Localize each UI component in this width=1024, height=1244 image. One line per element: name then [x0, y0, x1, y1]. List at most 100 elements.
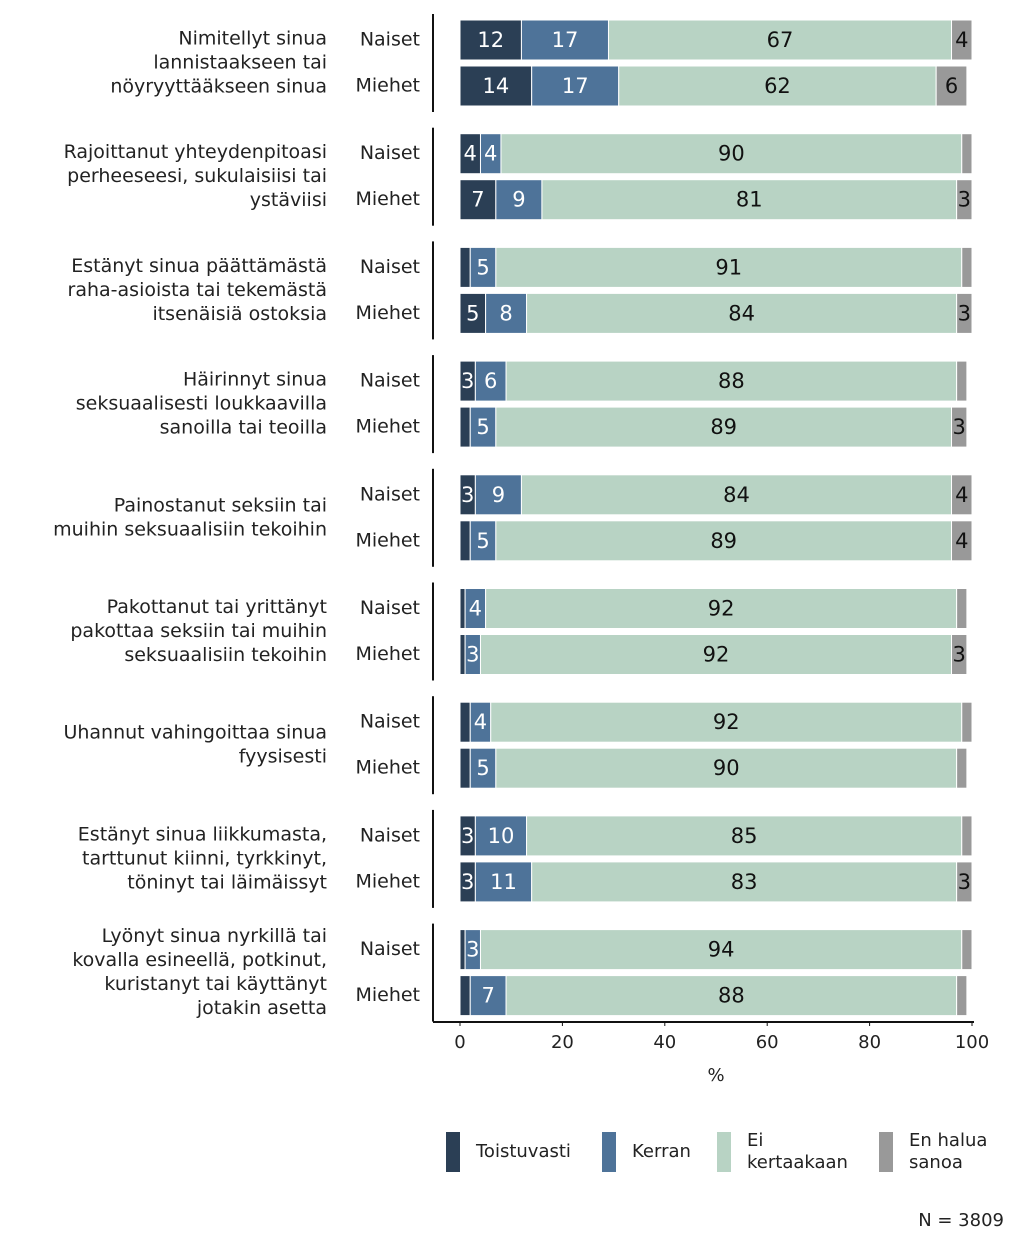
bar-segment: [951, 474, 973, 516]
data-label: 17: [552, 28, 579, 52]
data-label: 14: [482, 74, 509, 98]
group-label: ystäviisi: [250, 189, 327, 211]
bar-segment: [520, 19, 609, 61]
row-label: Naiset: [360, 142, 420, 164]
data-label: 10: [488, 824, 515, 848]
data-label: 3: [461, 824, 474, 848]
bar-segment: [951, 634, 968, 675]
bar-segment: [956, 975, 968, 1017]
bar-segment: [469, 975, 507, 1017]
group-label: kovalla esineellä, potkinut,: [72, 949, 327, 971]
data-label: 11: [490, 870, 517, 894]
data-label: 3: [953, 415, 966, 439]
bar-segment: [935, 65, 968, 107]
bar-segment: [956, 179, 973, 221]
row-label: Miehet: [355, 302, 420, 324]
data-label: 88: [718, 984, 745, 1008]
group-label: seksuaalisesti loukkaavilla: [76, 393, 327, 415]
x-tick-label: 0: [454, 1032, 465, 1053]
legend-swatch: [717, 1132, 731, 1172]
bar-segment: [459, 929, 466, 971]
group-label: kuristanyt tai käyttänyt: [104, 973, 327, 995]
bar-segment: [459, 520, 471, 562]
bar-segment: [459, 292, 487, 334]
bar-segment: [459, 588, 466, 629]
bar-segment: [469, 246, 497, 288]
legend-label: Kerran: [632, 1141, 691, 1162]
data-label: 4: [469, 597, 482, 621]
data-label: 83: [731, 870, 758, 894]
data-label: 3: [466, 643, 479, 667]
row-label: Miehet: [355, 529, 420, 551]
bar-segment: [520, 474, 953, 516]
bar-segment: [459, 975, 471, 1017]
group-label: muihin seksuaalisiin tekoihin: [53, 518, 327, 540]
data-label: 91: [715, 255, 742, 279]
group-label: nöyryyttääkseen sinua: [110, 76, 327, 98]
data-label: 7: [481, 984, 494, 1008]
data-label: 88: [718, 369, 745, 393]
legend-swatch: [446, 1132, 460, 1172]
data-label: 3: [461, 369, 474, 393]
row-label: Miehet: [355, 757, 420, 779]
bar-segment: [459, 701, 471, 743]
data-label: 92: [713, 710, 740, 734]
bar-segment: [469, 520, 497, 562]
data-label: 3: [958, 301, 971, 325]
row-label: Naiset: [360, 370, 420, 392]
bar-segment: [495, 520, 953, 562]
legend-label: Toistuvasti: [476, 1141, 571, 1162]
data-label: 3: [953, 643, 966, 667]
bar-segment: [961, 133, 973, 175]
group-label: fyysisesti: [239, 746, 327, 768]
data-label: 85: [731, 824, 758, 848]
bar-segment: [531, 65, 620, 107]
data-label: 81: [736, 188, 763, 212]
x-tick-label: 20: [551, 1032, 574, 1053]
data-label: 17: [562, 74, 589, 98]
x-tick-label: 60: [756, 1032, 779, 1053]
data-label: 5: [476, 756, 489, 780]
legend-item: Ei kertaakaan: [717, 1130, 879, 1174]
bar-segment: [961, 815, 973, 857]
group-label: perheeseesi, sukulaisiisi tai: [67, 165, 327, 187]
group-label: raha-asioista tai tekemästä: [68, 279, 327, 301]
bar-segment: [505, 360, 958, 402]
data-label: 62: [764, 74, 791, 98]
bar-segment: [951, 520, 973, 562]
bar-segment: [474, 815, 528, 857]
data-label: 8: [499, 301, 512, 325]
bar-segment: [956, 588, 968, 629]
legend-item: Kerran: [602, 1130, 717, 1174]
data-label: 4: [484, 142, 497, 166]
bar-segment: [961, 701, 973, 743]
row-label: Naiset: [360, 824, 420, 846]
bar-segment: [459, 406, 471, 448]
data-label: 5: [476, 415, 489, 439]
bar-segment: [618, 65, 937, 107]
bar-segment: [956, 861, 973, 903]
row-label: Naiset: [360, 29, 420, 51]
data-label: 3: [461, 870, 474, 894]
x-tick-label: 100: [955, 1032, 989, 1053]
group-label: sanoilla tai teoilla: [160, 417, 327, 439]
bar-segment: [490, 701, 963, 743]
data-label: 5: [476, 529, 489, 553]
group-label: seksuaalisiin tekoihin: [124, 644, 327, 666]
legend-swatch: [879, 1132, 893, 1172]
row-label: Miehet: [355, 984, 420, 1006]
data-label: 7: [471, 188, 484, 212]
legend-label: En halua sanoa: [909, 1130, 988, 1173]
data-label: 5: [476, 255, 489, 279]
data-label: 3: [461, 483, 474, 507]
bar-segment: [495, 246, 963, 288]
group-label: tarttunut kiinni, tyrkkinyt,: [82, 847, 327, 869]
data-label: 5: [466, 301, 479, 325]
bar-segment: [479, 634, 953, 675]
data-label: 89: [710, 529, 737, 553]
data-label: 92: [708, 597, 735, 621]
row-label: Naiset: [360, 711, 420, 733]
group-label: pakottaa seksiin tai muihin: [70, 620, 327, 642]
bar-segment: [459, 634, 466, 675]
